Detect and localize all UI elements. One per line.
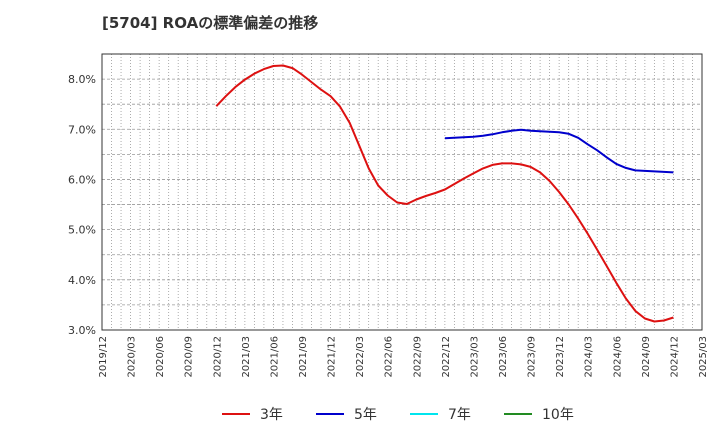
x-tick-label: 2024/03	[584, 336, 595, 378]
x-tick-label: 2021/12	[327, 336, 338, 378]
x-tick-label: 2024/12	[669, 336, 680, 378]
x-tick-label: 2023/03	[469, 336, 480, 378]
legend-label-7年: 7年	[448, 407, 471, 423]
x-tick-label: 2021/09	[298, 336, 309, 378]
x-tick-label: 2025/03	[698, 336, 709, 378]
y-tick-label: 3.0%	[68, 324, 96, 337]
legend-label-3年: 3年	[260, 407, 283, 423]
x-tick-label: 2021/06	[269, 336, 280, 378]
x-tick-label: 2020/09	[184, 336, 195, 378]
x-tick-label: 2021/03	[241, 336, 252, 378]
x-tick-label: 2020/03	[127, 336, 138, 378]
legend-label-10年: 10年	[542, 407, 574, 423]
x-tick-label: 2023/12	[555, 336, 566, 378]
legend-label-5年: 5年	[354, 407, 377, 423]
x-tick-label: 2024/09	[641, 336, 652, 378]
x-tick-label: 2023/06	[498, 336, 509, 378]
y-tick-label: 6.0%	[68, 173, 96, 186]
x-tick-label: 2022/03	[355, 336, 366, 378]
x-tick-label: 2022/06	[384, 336, 395, 378]
x-tick-label: 2023/09	[527, 336, 538, 378]
series-line-5年	[444, 128, 674, 174]
plot-frame	[101, 53, 703, 331]
y-tick-label: 5.0%	[68, 224, 96, 237]
chart-title: [5704] ROAの標準偏差の推移	[102, 14, 319, 32]
y-tick-label: 8.0%	[68, 73, 96, 86]
x-tick-label: 2022/12	[441, 336, 452, 378]
x-tick-label: 2020/12	[212, 336, 223, 378]
y-tick-label: 4.0%	[68, 274, 96, 287]
x-tick-label: 2024/06	[612, 336, 623, 378]
x-tick-label: 2022/09	[412, 336, 423, 378]
x-tick-label: 2019/12	[98, 336, 109, 378]
x-tick-label: 2020/06	[155, 336, 166, 378]
plot-area	[102, 54, 702, 330]
y-tick-label: 7.0%	[68, 123, 96, 136]
series-line-3年	[215, 64, 674, 323]
